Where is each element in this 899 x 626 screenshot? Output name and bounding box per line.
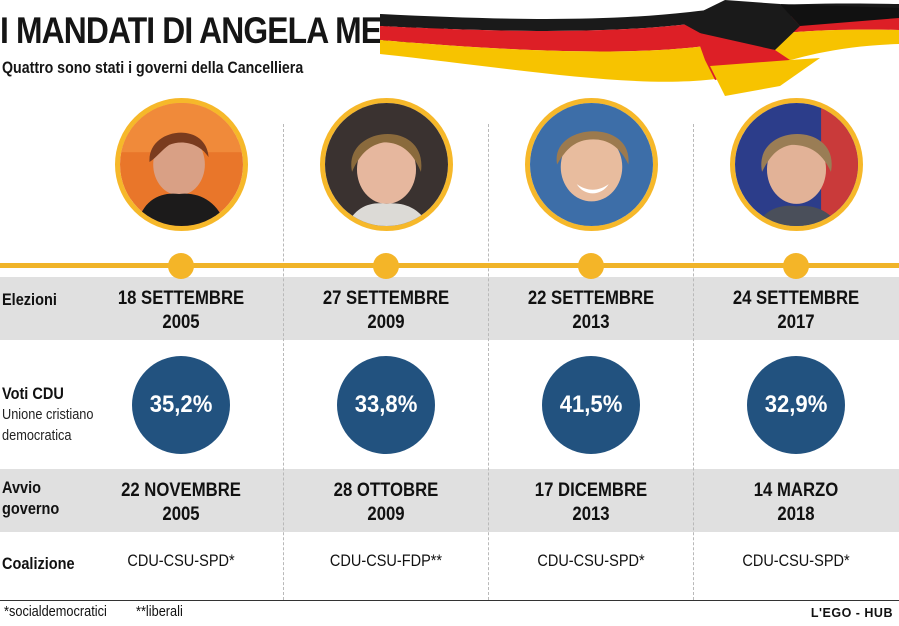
footnote-liberali: **liberali — [136, 604, 183, 620]
coalition-label: CDU-CSU-SPD* — [742, 552, 850, 570]
portrait-2009 — [320, 98, 453, 231]
vote-circle: 32,9% — [747, 356, 845, 454]
election-date: 22 SETTEMBRE 2013 — [527, 288, 655, 333]
election-date: 24 SETTEMBRE 2017 — [732, 288, 860, 333]
government-start-date: 28 OTTOBRE 2009 — [333, 480, 439, 525]
page-subtitle: Quattro sono stati i governi della Cance… — [2, 59, 304, 77]
avvio-row-band — [0, 469, 899, 532]
timeline-dot — [168, 253, 194, 279]
row-label-elezioni: Elezioni — [2, 291, 57, 309]
row-label-voti: Voti CDU — [2, 385, 64, 403]
row-label-avvio: Avvio — [2, 479, 42, 497]
timeline-dot — [373, 253, 399, 279]
government-start-date: 17 DICEMBRE 2013 — [534, 480, 648, 525]
portrait-2017 — [730, 98, 863, 231]
elezioni-row-band — [0, 277, 899, 340]
coalition-label: CDU-CSU-FDP** — [329, 552, 443, 570]
row-label-coalizione: Coalizione — [2, 555, 75, 573]
election-date: 18 SETTEMBRE 2005 — [117, 288, 245, 333]
portrait-2013 — [525, 98, 658, 231]
election-date: 27 SETTEMBRE 2009 — [322, 288, 450, 333]
vote-circle: 41,5% — [542, 356, 640, 454]
german-flag-graphic — [380, 0, 899, 96]
government-start-date: 14 MARZO 2018 — [753, 480, 839, 525]
coalition-label: CDU-CSU-SPD* — [127, 552, 235, 570]
row-sublabel-voti: Unione cristiano — [2, 407, 94, 423]
row-label-avvio: governo — [2, 500, 60, 518]
row-sublabel-voti: democratica — [2, 428, 72, 444]
vote-circle: 33,8% — [337, 356, 435, 454]
footer-divider — [0, 600, 899, 601]
portrait-2005 — [115, 98, 248, 231]
government-start-date: 22 NOVEMBRE 2005 — [121, 480, 241, 525]
column-divider — [488, 124, 489, 600]
column-divider — [283, 124, 284, 600]
column-divider — [693, 124, 694, 600]
credit-label: L'EGO - HUB — [810, 606, 893, 620]
coalition-label: CDU-CSU-SPD* — [537, 552, 645, 570]
timeline-dot — [783, 253, 809, 279]
footnote-socialdemocratici: *socialdemocratici — [4, 604, 107, 620]
timeline-dot — [578, 253, 604, 279]
vote-circle: 35,2% — [132, 356, 230, 454]
timeline-bar — [0, 263, 899, 268]
